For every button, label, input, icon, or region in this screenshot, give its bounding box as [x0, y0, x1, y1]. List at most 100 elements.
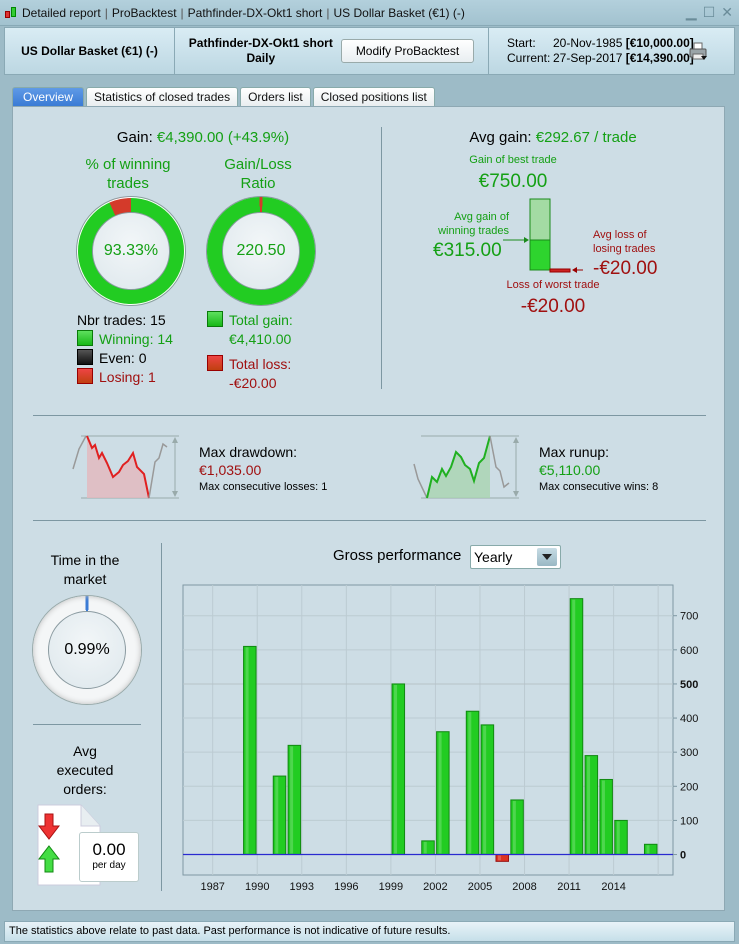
performance-bar-highlight [512, 800, 516, 854]
dates-cell: Start: 20-Nov-1985 [€10,000.00] Current: 2… [489, 28, 734, 74]
winning-title-line2: trades [107, 175, 149, 192]
gain-loss-ratio-donut: 220.50 [207, 197, 315, 305]
minimize-icon[interactable]: ▁ [685, 4, 697, 20]
strategy-info: Pathfinder-DX-Okt1 short Daily [189, 36, 333, 66]
performance-bar [584, 755, 599, 856]
gross-performance-chart: 1987 1990 1993 1996 1999 2002 2005 2008 2011 2014… [182, 584, 698, 893]
x-tick-label: 1999 [379, 881, 403, 893]
avg-gain-label: Avg gain: [469, 129, 532, 146]
section-divider [381, 127, 382, 389]
printer-icon[interactable] [688, 42, 708, 62]
best-trade-value: €750.00 [478, 171, 548, 192]
avg-win-arrowhead-icon [524, 237, 529, 243]
gross-performance-label: Gross performance [333, 547, 462, 564]
tab-orders-list[interactable]: Orders list [240, 87, 311, 106]
runup-value: €5,110.00 [539, 462, 601, 478]
performance-bar-highlight [572, 599, 576, 854]
y-tick-label: 100 [680, 815, 698, 827]
disclaimer-footer: The statistics above relate to past data… [4, 921, 735, 942]
time-in-market-title: Time in the market [23, 551, 147, 589]
orders-per-day-value: 0.00 [92, 840, 126, 859]
total-loss-swatch [207, 355, 223, 371]
runup-line [426, 435, 491, 499]
tab-overview[interactable]: Overview [12, 87, 85, 106]
orders-per-day-unit: per day [92, 860, 126, 871]
runup-sparkline [413, 435, 519, 499]
avg-win-bar [529, 239, 551, 271]
performance-bar-highlight [646, 845, 650, 854]
winning-count: Winning: 14 [99, 331, 173, 347]
x-tick-label: 1990 [245, 881, 269, 893]
x-tick-label: 2008 [512, 881, 536, 893]
strategy-cell: Pathfinder-DX-Okt1 short Daily Modify Pr… [175, 28, 489, 74]
avg-loss-label-line1: Avg loss of [593, 229, 647, 241]
y-tick-label: 300 [680, 747, 698, 759]
gain-label: Gain: [116, 129, 153, 146]
max-consecutive-wins: Max consecutive wins: 8 [539, 481, 659, 493]
maximize-icon[interactable]: ☐ [702, 4, 716, 20]
y-tick-label: 500 [680, 679, 698, 691]
avg-win-label-line1: Avg gain of [454, 211, 509, 223]
avg-loss-arrowhead-icon [572, 267, 577, 273]
chevron-down-icon[interactable] [537, 548, 557, 566]
x-tick-label: 2002 [423, 881, 447, 893]
best-trade-bar [529, 198, 551, 241]
current-date: 27-Sep-2017 [553, 51, 623, 65]
total-gain-value: €4,410.00 [229, 331, 292, 347]
y-tick-label: 600 [680, 645, 698, 657]
performance-bar [272, 775, 287, 856]
start-label: Start: [507, 36, 536, 50]
avg-orders-line1: Avg [73, 743, 97, 759]
close-icon[interactable]: ✕ [721, 4, 733, 20]
performance-bar-highlight [616, 821, 620, 854]
total-gain-swatch [207, 311, 223, 327]
avg-orders-line2: executed [56, 762, 114, 778]
title-part-app: ProBacktest [111, 5, 177, 20]
period-select[interactable]: Yearly [470, 545, 561, 569]
x-tick-label: 2014 [601, 881, 625, 893]
x-tick-label: 1996 [334, 881, 358, 893]
performance-bar [436, 731, 450, 856]
total-loss-label: Total loss: [229, 356, 292, 372]
y-tick-label: 400 [680, 713, 698, 725]
buy-arrow-icon [37, 845, 61, 873]
tab-statistics-closed-trades[interactable]: Statistics of closed trades [86, 87, 239, 106]
total-gain-label: Total gain: [229, 312, 293, 328]
performance-bar [495, 854, 509, 862]
overview-panel: Gain: €4,390.00 (+43.9%) % of winning tr… [12, 106, 725, 911]
winning-title-line1: % of winning [85, 156, 171, 173]
strategy-name: Pathfinder-DX-Okt1 short [188, 36, 333, 50]
even-legend-swatch [77, 349, 93, 365]
avg-orders-line3: orders: [63, 781, 107, 797]
gain-summary: Gain: €4,390.00 (+43.9%) [53, 129, 353, 146]
even-count: Even: 0 [99, 350, 147, 366]
losing-legend-swatch [77, 368, 93, 384]
time-in-market-line1: Time in the [50, 552, 120, 568]
avg-gain-value: €292.67 / trade [535, 129, 637, 146]
current-capital: [€14,390.00] [625, 51, 694, 65]
gain-loss-totals: Total gain: €4,410.00 Total loss: -€20.0… [207, 311, 293, 393]
ratio-title-line1: Gain/Loss [224, 156, 292, 173]
performance-bar-highlight [587, 756, 591, 854]
ratio-title-line2: Ratio [240, 175, 276, 192]
x-tick-label: 1993 [290, 881, 314, 893]
performance-bar-highlight [275, 777, 279, 854]
modify-probacktest-button[interactable]: Modify ProBacktest [340, 39, 475, 63]
start-capital: [€10,000.00] [625, 36, 694, 50]
section-divider [33, 415, 706, 416]
tab-bar: Overview Statistics of closed trades Ord… [12, 87, 435, 106]
performance-bar [569, 598, 584, 856]
report-header: US Dollar Basket (€1) (-) Pathfinder-DX-… [4, 27, 735, 75]
drawdown-label: Max drawdown: [199, 444, 298, 460]
avg-win-label: Avg gain of winning trades [423, 210, 509, 238]
performance-bar [480, 724, 495, 856]
drawdown-line [86, 435, 150, 499]
performance-bar [287, 744, 302, 856]
current-label: Current: [507, 51, 551, 65]
performance-bar [391, 683, 406, 856]
title-part-instrument: US Dollar Basket (€1) (-) [333, 5, 465, 20]
drawdown-value: €1,035.00 [199, 462, 262, 478]
orders-per-day-box: 0.00 per day [79, 832, 139, 882]
drawdown-post-line [148, 442, 168, 499]
tab-closed-positions-list[interactable]: Closed positions list [312, 87, 435, 106]
